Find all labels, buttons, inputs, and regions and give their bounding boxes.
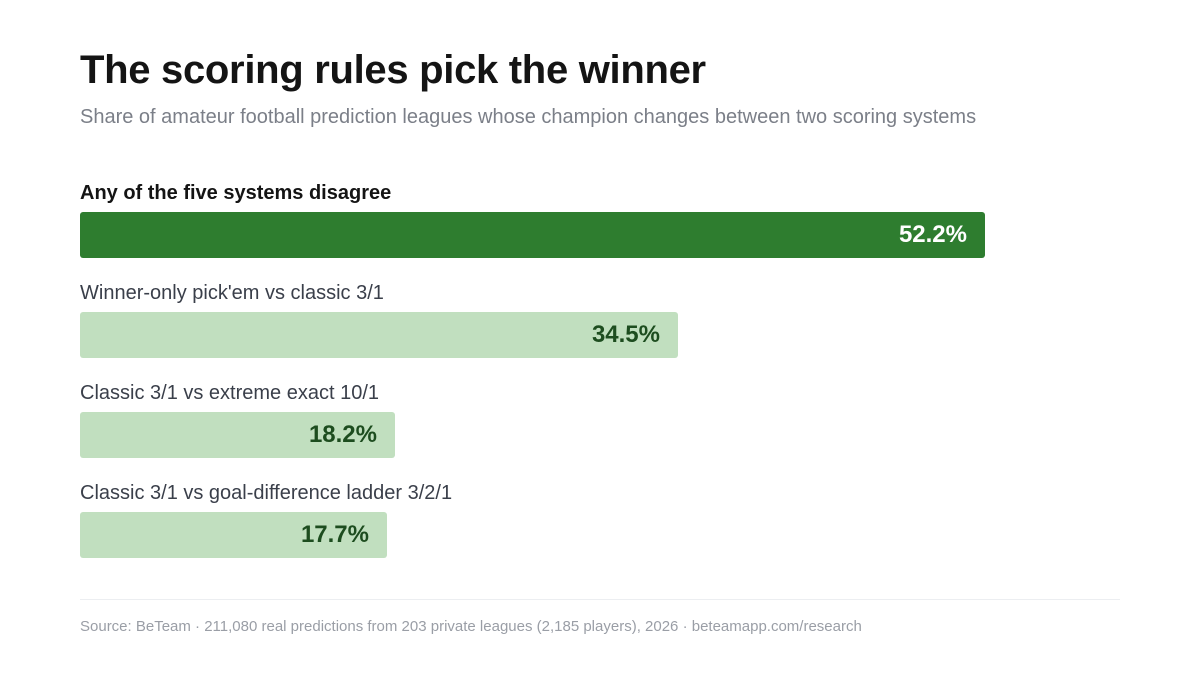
bar-value-label: 17.7% bbox=[300, 521, 369, 548]
chart-title: The scoring rules pick the winner bbox=[80, 48, 706, 92]
bar-label: Winner-only pick'em vs classic 3/1 bbox=[80, 282, 384, 304]
bar-row: Any of the five systems disagree 52.2% bbox=[80, 178, 1120, 278]
bar-value-label: 52.2% bbox=[898, 221, 967, 248]
chart-subtitle: Share of amateur football prediction lea… bbox=[80, 106, 977, 128]
source-note: Source: BeTeam · 211,080 real prediction… bbox=[80, 618, 862, 635]
bar: 52.2% bbox=[80, 212, 985, 258]
bar: 34.5% bbox=[80, 312, 678, 358]
bar: 17.7% bbox=[80, 512, 387, 558]
bar-row: Classic 3/1 vs extreme exact 10/1 18.2% bbox=[80, 378, 1120, 478]
bar-label: Any of the five systems disagree bbox=[80, 182, 392, 204]
bar: 18.2% bbox=[80, 412, 395, 458]
bar-row: Classic 3/1 vs goal-difference ladder 3/… bbox=[80, 478, 1120, 578]
bar-label: Classic 3/1 vs goal-difference ladder 3/… bbox=[80, 482, 453, 504]
bar-value-label: 18.2% bbox=[308, 421, 377, 448]
bar-rows: Any of the five systems disagree 52.2% Win… bbox=[80, 178, 1120, 578]
bar-row: Winner-only pick'em vs classic 3/1 34.5% bbox=[80, 278, 1120, 378]
bar-label: Classic 3/1 vs extreme exact 10/1 bbox=[80, 382, 380, 404]
bar-value-label: 34.5% bbox=[591, 321, 660, 348]
footer-divider bbox=[80, 599, 1120, 600]
